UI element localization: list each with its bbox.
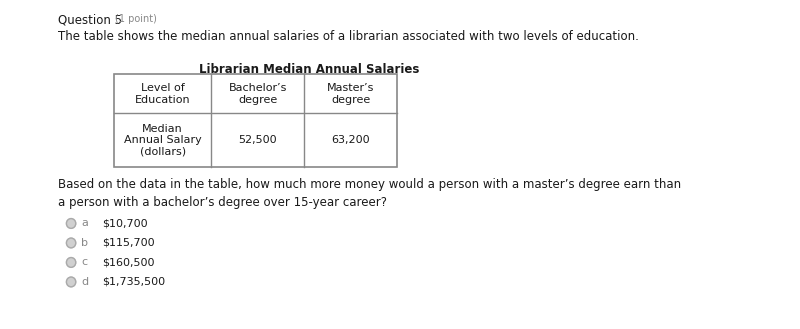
Text: $1,735,500: $1,735,500 [102, 277, 165, 287]
Text: a: a [82, 218, 88, 228]
Text: Librarian Median Annual Salaries: Librarian Median Annual Salaries [199, 63, 420, 76]
Text: d: d [82, 277, 89, 287]
Text: $115,700: $115,700 [102, 238, 154, 248]
Text: b: b [82, 238, 88, 248]
Text: c: c [82, 258, 87, 267]
Text: Based on the data in the table, how much more money would a person with a master: Based on the data in the table, how much… [58, 178, 682, 209]
Text: Median
Annual Salary
(dollars): Median Annual Salary (dollars) [124, 123, 202, 157]
Text: $10,700: $10,700 [102, 218, 147, 228]
Bar [114, 74, 398, 167]
Text: Question 5: Question 5 [58, 14, 122, 27]
Text: Level of
Education: Level of Education [135, 83, 190, 105]
Text: Bachelor’s
degree: Bachelor’s degree [229, 83, 287, 105]
Text: 52,500: 52,500 [238, 135, 278, 145]
Circle shape [66, 277, 76, 287]
Circle shape [66, 238, 76, 248]
Text: (1 point): (1 point) [114, 14, 157, 24]
Text: Master’s
degree: Master’s degree [327, 83, 374, 105]
Text: The table shows the median annual salaries of a librarian associated with two le: The table shows the median annual salari… [58, 30, 639, 42]
Circle shape [66, 218, 76, 228]
Text: 63,200: 63,200 [331, 135, 370, 145]
Circle shape [66, 258, 76, 267]
Text: $160,500: $160,500 [102, 258, 154, 267]
